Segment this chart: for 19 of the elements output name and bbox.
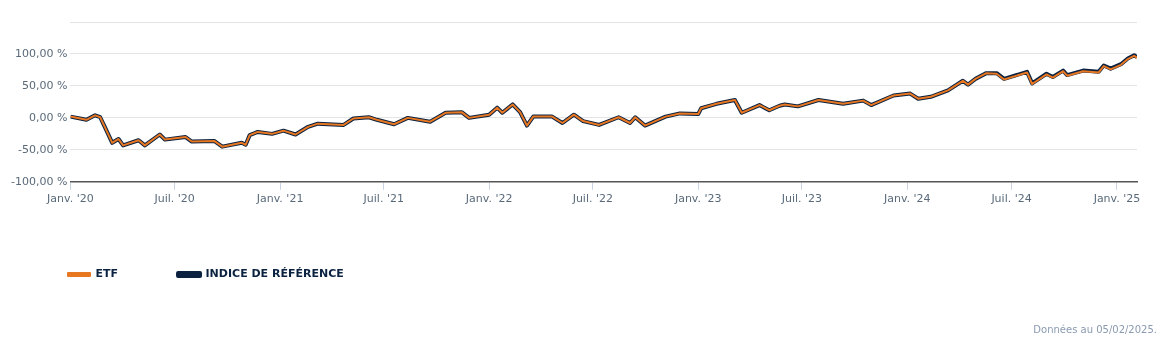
y-tick-label: 100,00 % [14, 46, 68, 60]
x-tick-label: Juil. '24 [990, 192, 1032, 206]
x-tick-label: Juil. '23 [780, 192, 823, 206]
x-tick-label: Janv. '24 [882, 192, 931, 206]
y-tick-label: -100,00 % [10, 174, 68, 188]
x-tick-label: Janv. '25 [1092, 192, 1141, 206]
y-tick-label: -50,00 % [17, 142, 68, 156]
y-tick-label: 50,00 % [21, 78, 68, 92]
x-tick-label: Juil. '22 [571, 192, 613, 206]
x-tick-label: Janv. '21 [255, 192, 304, 206]
legend-label: INDICE DE RÉFÉRENCE [205, 267, 344, 281]
y-tick-label: 0,00 % [28, 110, 68, 124]
legend-label: ETF [95, 267, 119, 281]
text: Données au 05/02/2025. [1032, 324, 1157, 335]
x-tick-label: Juil. '20 [153, 192, 195, 206]
x-tick-label: Janv. '22 [464, 192, 513, 206]
x-tick-label: Janv. '20 [46, 192, 94, 206]
x-tick-label: Janv. '23 [673, 192, 722, 206]
x-tick-label: Juil. '21 [362, 192, 404, 206]
